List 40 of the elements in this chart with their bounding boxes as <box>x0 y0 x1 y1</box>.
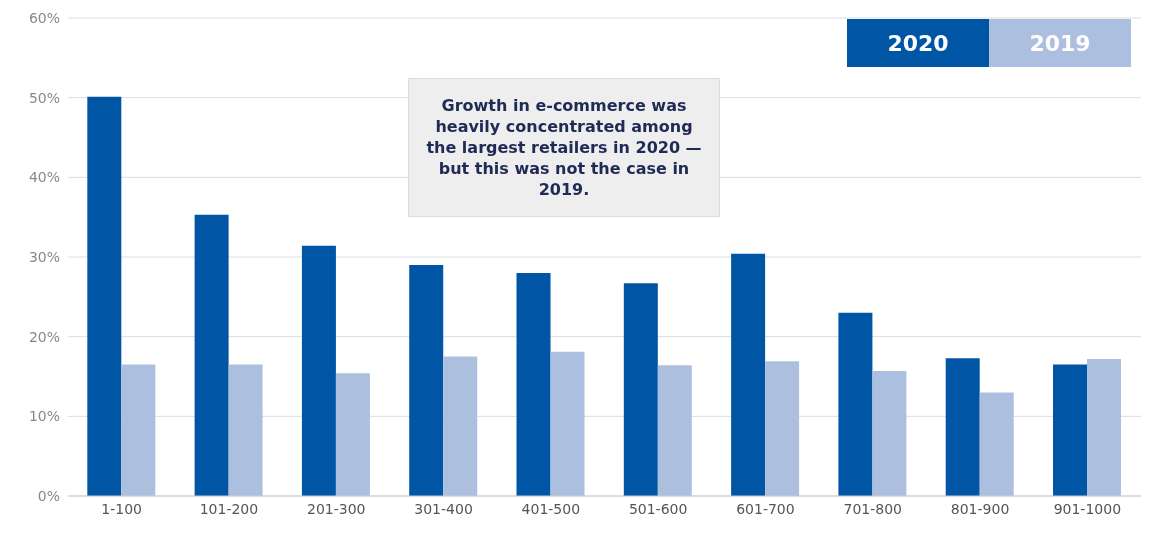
bar <box>335 373 370 496</box>
x-tick-label: 401-500 <box>521 500 581 517</box>
x-tick-label: 301-400 <box>414 500 473 517</box>
x-tick-label: 201-300 <box>307 500 366 517</box>
x-tick-label: 601-700 <box>736 500 795 517</box>
bar <box>516 272 551 496</box>
bar <box>657 365 692 496</box>
bar <box>1053 364 1088 496</box>
x-tick-label: 701-800 <box>843 500 902 517</box>
bar <box>443 356 478 496</box>
bar <box>838 312 873 496</box>
y-tick-label: 20% <box>28 328 60 345</box>
bar <box>979 392 1014 496</box>
bar <box>409 264 444 496</box>
y-tick-label: 30% <box>28 248 60 265</box>
bar <box>194 214 229 496</box>
bar <box>623 283 658 496</box>
y-tick-label: 60% <box>28 9 60 26</box>
text: 2020 <box>847 19 989 67</box>
annotation: Growth in e-commerce was heavily concentrated among the largest retailers in 2020 — but this was not the case in 2019. <box>408 78 720 217</box>
bar <box>765 361 800 496</box>
x-tick-label: 1-100 <box>101 500 142 517</box>
x-tick-label: 501-600 <box>628 500 688 517</box>
bar <box>731 253 766 496</box>
bar <box>301 245 336 496</box>
x-tick-label: 801-900 <box>950 500 1010 517</box>
y-tick-label: 50% <box>28 89 60 106</box>
text: 2019 <box>989 19 1131 67</box>
bar <box>550 351 585 496</box>
bar <box>121 364 156 496</box>
y-tick-label: 0% <box>37 487 60 504</box>
x-tick-label: 101-200 <box>199 500 259 517</box>
y-tick-label: 10% <box>28 408 60 425</box>
bar <box>87 96 122 496</box>
bar <box>945 358 980 496</box>
bar <box>1087 358 1122 496</box>
bar <box>228 364 263 496</box>
y-tick-label: 40% <box>28 169 60 186</box>
bar <box>872 370 907 496</box>
x-tick-label: 901-1000 <box>1053 500 1122 517</box>
